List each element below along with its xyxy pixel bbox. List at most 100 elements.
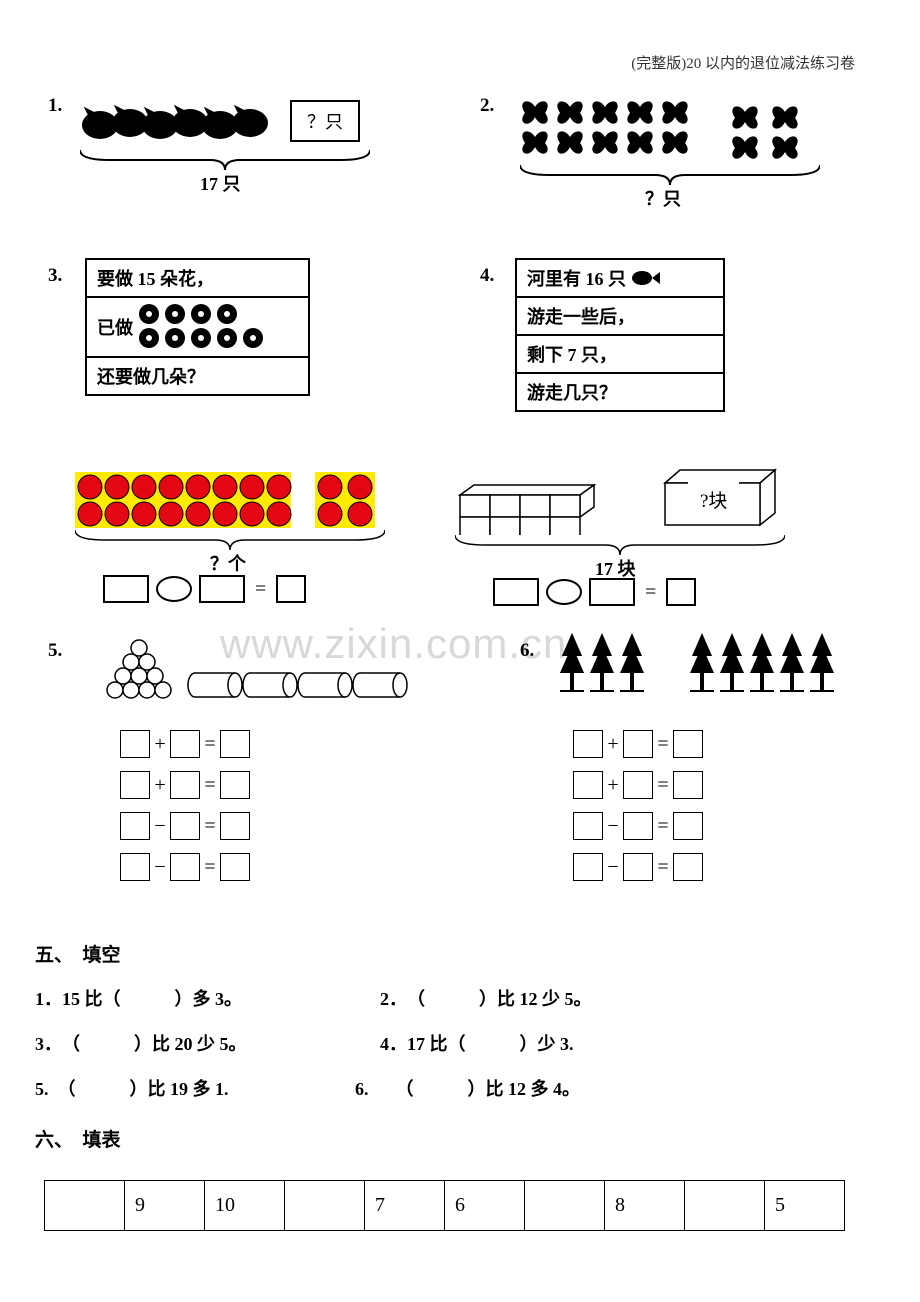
q1-number: 1. bbox=[48, 95, 62, 117]
table-cell[interactable]: 6 bbox=[445, 1181, 525, 1231]
eq-box[interactable] bbox=[220, 853, 250, 881]
minus-sign: − bbox=[603, 815, 623, 838]
sec5-item5: 5. （ ）比 19 多 1. bbox=[35, 1075, 229, 1101]
equals-sign: = bbox=[653, 774, 673, 797]
q3-flowers bbox=[137, 302, 297, 352]
q3-row1: 要做 15 朵花， bbox=[87, 260, 308, 298]
q5-equations: += += −= −= bbox=[120, 730, 250, 894]
eq-box[interactable] bbox=[220, 771, 250, 799]
q5-number: 5. bbox=[48, 640, 62, 662]
cubes-equation: = bbox=[490, 578, 699, 606]
eq-box[interactable] bbox=[120, 853, 150, 881]
q4-row1: 河里有 16 只 bbox=[517, 260, 723, 298]
q5-logs bbox=[100, 635, 430, 705]
eq-box[interactable] bbox=[623, 853, 653, 881]
q3-row2: 已做 bbox=[87, 298, 308, 358]
q2-brace bbox=[520, 165, 820, 185]
section5-title: 五、 填空 bbox=[35, 940, 121, 967]
eq-box[interactable] bbox=[623, 771, 653, 799]
equals-sign: = bbox=[653, 815, 673, 838]
table-cell[interactable] bbox=[685, 1181, 765, 1231]
eq-box[interactable] bbox=[170, 812, 200, 840]
eq-box[interactable] bbox=[220, 730, 250, 758]
q3-number: 3. bbox=[48, 265, 62, 287]
eq-box[interactable] bbox=[623, 730, 653, 758]
equals-sign: = bbox=[653, 856, 673, 879]
equals-sign: = bbox=[645, 581, 656, 603]
eq-box[interactable] bbox=[120, 771, 150, 799]
minus-sign: − bbox=[150, 815, 170, 838]
plus-sign: + bbox=[150, 774, 170, 797]
q4-number: 4. bbox=[480, 265, 494, 287]
table-cell[interactable]: 7 bbox=[365, 1181, 445, 1231]
eq-box[interactable] bbox=[103, 575, 149, 603]
eq-box[interactable] bbox=[276, 575, 306, 603]
q4-box: 河里有 16 只 游走一些后， 剩下 7 只， 游走几只？ bbox=[515, 258, 725, 412]
eq-box[interactable] bbox=[199, 575, 245, 603]
plus-sign: + bbox=[603, 774, 623, 797]
table-cell[interactable] bbox=[525, 1181, 605, 1231]
eq-box[interactable] bbox=[493, 578, 539, 606]
table-cell[interactable]: 8 bbox=[605, 1181, 685, 1231]
page-header: (完整版)20 以内的退位减法练习卷 bbox=[631, 52, 855, 73]
apples-equation: = bbox=[100, 575, 309, 603]
sec5-item6: 6. （ ）比 12 多 4。 bbox=[355, 1075, 580, 1101]
sec5-item3: 3． （ ）比 20 少 5。 bbox=[35, 1030, 247, 1056]
q2-number: 2. bbox=[480, 95, 494, 117]
eq-oval[interactable] bbox=[546, 579, 582, 605]
eq-box[interactable] bbox=[220, 812, 250, 840]
equals-sign: = bbox=[200, 733, 220, 756]
sec5-item1: 1．15 比（ ）多 3。 bbox=[35, 985, 242, 1011]
eq-box[interactable] bbox=[170, 730, 200, 758]
eq-box[interactable] bbox=[120, 730, 150, 758]
q3-box: 要做 15 朵花， 已做 还要做几朵？ bbox=[85, 258, 310, 396]
q4-row2: 游走一些后， bbox=[517, 298, 723, 336]
q4-row3: 剩下 7 只， bbox=[517, 336, 723, 374]
eq-box[interactable] bbox=[573, 730, 603, 758]
q4-r1-text: 河里有 16 只 bbox=[527, 265, 626, 291]
cubes-group bbox=[450, 465, 650, 535]
section6-table: 9 10 7 6 8 5 bbox=[44, 1180, 845, 1231]
eq-box[interactable] bbox=[673, 812, 703, 840]
eq-box[interactable] bbox=[673, 771, 703, 799]
equals-sign: = bbox=[255, 578, 266, 600]
plus-sign: + bbox=[150, 733, 170, 756]
equals-sign: = bbox=[200, 815, 220, 838]
eq-box[interactable] bbox=[573, 771, 603, 799]
q2-butterflies bbox=[520, 92, 830, 167]
eq-oval[interactable] bbox=[156, 576, 192, 602]
q4-fish-icon bbox=[630, 268, 660, 288]
eq-box[interactable] bbox=[573, 812, 603, 840]
table-cell[interactable] bbox=[45, 1181, 125, 1231]
apples-label: ？个 bbox=[210, 550, 246, 576]
eq-box[interactable] bbox=[673, 730, 703, 758]
eq-box[interactable] bbox=[623, 812, 653, 840]
q3-r2-text: 已做 bbox=[97, 314, 133, 340]
q4-row4: 游走几只？ bbox=[517, 374, 723, 410]
table-cell[interactable]: 9 bbox=[125, 1181, 205, 1231]
q6-trees bbox=[560, 628, 860, 708]
eq-box[interactable] bbox=[573, 853, 603, 881]
apples-brace bbox=[75, 530, 385, 550]
eq-box[interactable] bbox=[120, 812, 150, 840]
section6-title: 六、 填表 bbox=[35, 1125, 121, 1152]
q1-question-box: ？只 bbox=[290, 100, 360, 142]
q1-chickens bbox=[80, 95, 280, 145]
table-cell[interactable]: 10 bbox=[205, 1181, 285, 1231]
q1-brace bbox=[80, 150, 370, 170]
minus-sign: − bbox=[150, 856, 170, 879]
eq-box[interactable] bbox=[170, 853, 200, 881]
q6-number: 6. bbox=[520, 640, 534, 662]
q2-brace-label: ？只 bbox=[645, 185, 681, 211]
cubes-brace bbox=[455, 535, 785, 555]
table-cell[interactable] bbox=[285, 1181, 365, 1231]
q3-row3: 还要做几朵？ bbox=[87, 358, 308, 394]
table-row: 9 10 7 6 8 5 bbox=[45, 1181, 845, 1231]
sec5-item4: 4．17 比（ ）少 3. bbox=[380, 1030, 574, 1056]
eq-box[interactable] bbox=[673, 853, 703, 881]
eq-box[interactable] bbox=[666, 578, 696, 606]
table-cell[interactable]: 5 bbox=[765, 1181, 845, 1231]
eq-box[interactable] bbox=[589, 578, 635, 606]
eq-box[interactable] bbox=[170, 771, 200, 799]
sec5-item2: 2． （ ）比 12 少 5。 bbox=[380, 985, 592, 1011]
